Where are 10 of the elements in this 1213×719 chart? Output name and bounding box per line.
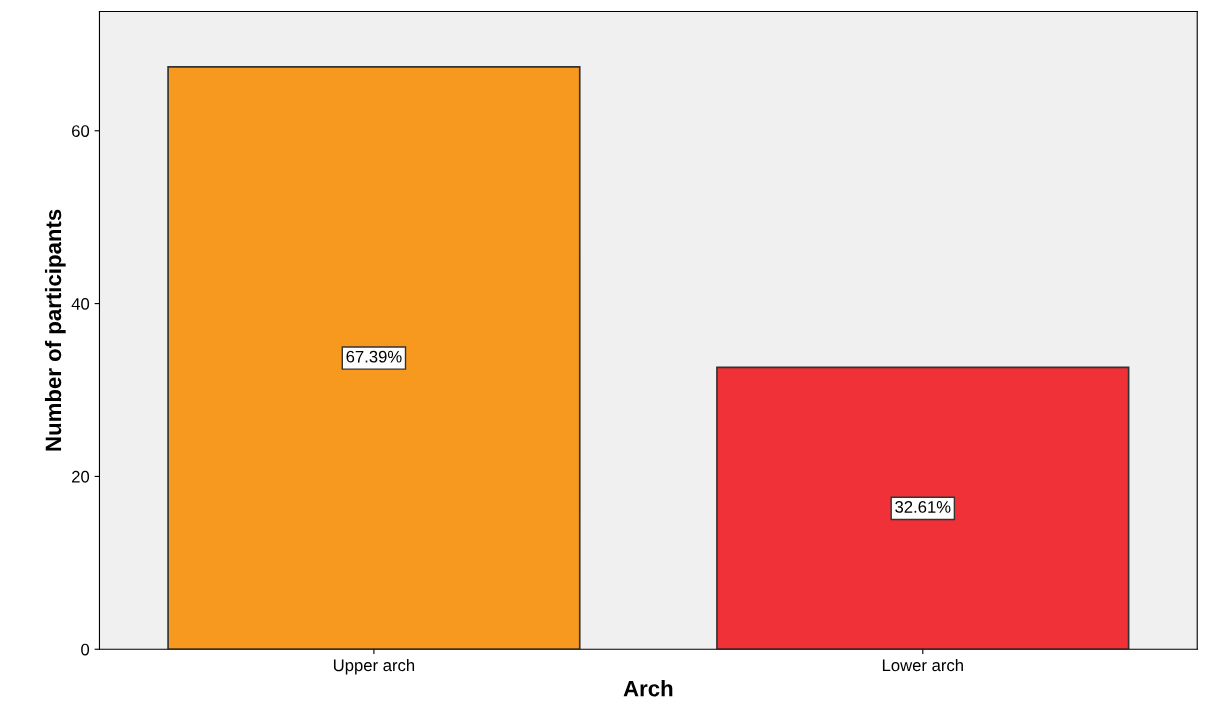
y-tick-label: 0 [81,643,90,656]
x-axis-title: Arch [623,680,673,697]
y-axis-title: Number of participants [44,209,66,451]
data-label: 32.61% [895,501,951,513]
y-tick-label: 60 [72,125,90,137]
x-tick-label: Lower arch [882,658,963,672]
data-label: 67.39% [346,350,402,363]
x-tick-label: Upper arch [333,658,415,675]
y-tick-label: 40 [71,297,90,310]
y-tick-label: 20 [72,470,90,483]
